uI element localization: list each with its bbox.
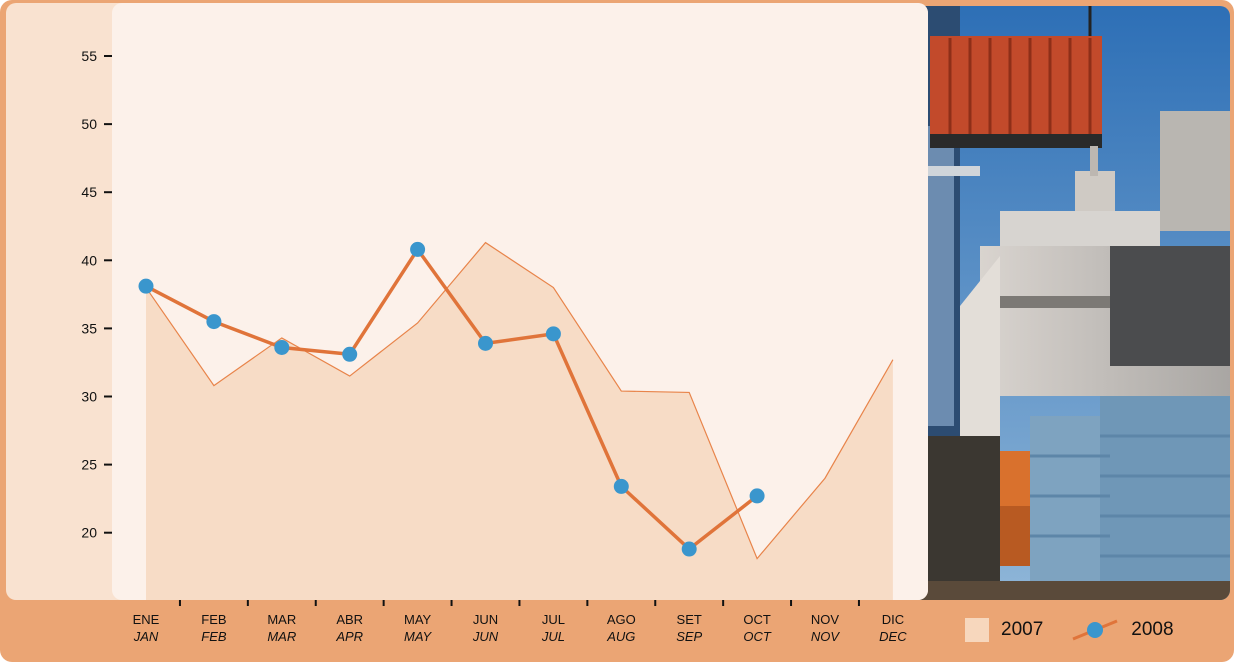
x-label-may: MAY bbox=[404, 612, 432, 627]
x-sublabel-jun: JUN bbox=[472, 629, 499, 644]
y-tick-label-30: 30 bbox=[81, 389, 97, 405]
container-port-photo bbox=[900, 6, 1230, 600]
series-2007-line bbox=[145, 241, 894, 560]
x-sublabel-may: MAY bbox=[404, 629, 433, 644]
x-sublabel-apr: APR bbox=[335, 629, 363, 644]
x-sublabel-jan: JAN bbox=[133, 629, 159, 644]
x-label-mar: MAR bbox=[267, 612, 296, 627]
legend-marker-2008 bbox=[1072, 619, 1118, 641]
series-2007-area bbox=[146, 242, 893, 600]
legend-swatch-2007 bbox=[965, 618, 989, 642]
series-2007-area-layer bbox=[145, 241, 894, 600]
x-sublabel-dec: DEC bbox=[879, 629, 907, 644]
y-tick-label-40: 40 bbox=[81, 252, 97, 268]
y-tick-label-55: 55 bbox=[81, 48, 97, 64]
series-2008-point-sep bbox=[681, 541, 697, 557]
x-label-nov: NOV bbox=[811, 612, 840, 627]
series-2008-point-aug bbox=[613, 478, 629, 494]
legend-label-2007: 2007 bbox=[1001, 619, 1044, 640]
x-label-ago: AGO bbox=[607, 612, 636, 627]
port-photo-illustration bbox=[900, 6, 1230, 600]
series-2008-point-jun bbox=[478, 335, 493, 351]
series-2008-point-apr bbox=[342, 346, 358, 362]
x-label-oct: OCT bbox=[743, 612, 771, 627]
series-2008-point-jul bbox=[545, 326, 561, 342]
x-label-ene: ENE bbox=[133, 612, 160, 627]
legend-item-2007: 2007 bbox=[965, 618, 1043, 642]
x-sublabel-jul: JUL bbox=[541, 629, 565, 644]
series-2008-point-oct bbox=[749, 488, 765, 504]
y-axis: 20 25 30 35 40 45 50 55 bbox=[81, 48, 112, 541]
x-sublabel-feb: FEB bbox=[201, 629, 227, 644]
x-sublabel-mar: MAR bbox=[267, 629, 296, 644]
legend: 2007 2008 bbox=[965, 615, 1202, 645]
series-2008-point-feb bbox=[206, 314, 222, 330]
x-label-abr: ABR bbox=[336, 612, 363, 627]
x-sublabel-sep: SEP bbox=[676, 629, 702, 644]
series-2008-point-may bbox=[410, 241, 426, 257]
x-label-set: SET bbox=[677, 612, 702, 627]
x-label-dic: DIC bbox=[882, 612, 904, 627]
y-tick-label-50: 50 bbox=[81, 116, 97, 132]
x-sublabel-oct: OCT bbox=[743, 629, 772, 644]
series-2008-point-jan bbox=[138, 278, 154, 294]
x-axis: ENE JAN FEB FEB MAR MAR ABR APR MAY MAY JUN JUN JUL J… bbox=[133, 600, 907, 644]
y-tick-label-35: 35 bbox=[81, 320, 97, 336]
series-2008-line-layer bbox=[138, 241, 765, 557]
legend-label-2008: 2008 bbox=[1131, 619, 1174, 640]
x-sublabel-aug: AUG bbox=[606, 629, 635, 644]
x-sublabel-nov: NOV bbox=[811, 629, 841, 644]
x-label-feb: FEB bbox=[201, 612, 226, 627]
series-2008-point-mar bbox=[274, 339, 290, 355]
y-tick-label-25: 25 bbox=[81, 457, 97, 473]
x-label-jun: JUN bbox=[473, 612, 498, 627]
y-tick-label-45: 45 bbox=[81, 184, 97, 200]
y-tick-label-20: 20 bbox=[81, 525, 97, 541]
legend-item-2008: 2008 bbox=[1071, 617, 1174, 643]
series-2008-line bbox=[145, 247, 759, 551]
x-label-jul: JUL bbox=[542, 612, 565, 627]
